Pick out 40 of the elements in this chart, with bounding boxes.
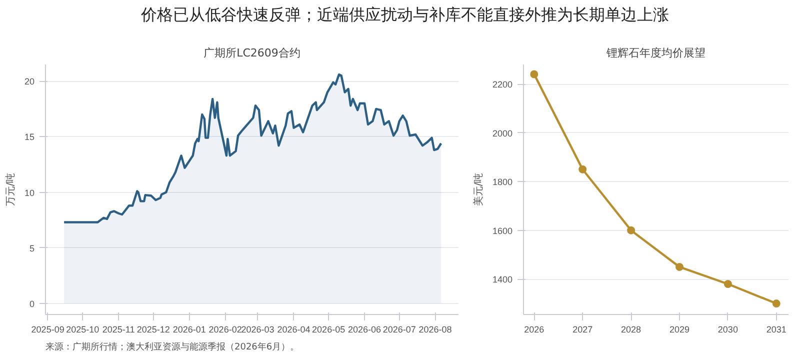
x-tick-label: 2026-03 xyxy=(241,324,274,334)
y-tick-label: 10 xyxy=(24,188,35,198)
source-note: 来源：广期所行情；澳大利亚资源与能源季报（2026年6月）。 xyxy=(46,342,300,352)
y-axis-title: 万元/吨 xyxy=(4,172,16,206)
x-tick-label: 2025-12 xyxy=(136,324,170,334)
chart-subtitle: 锂辉石年度均价展望 xyxy=(606,46,706,60)
y-tick-label: 1400 xyxy=(492,274,513,285)
x-tick-label: 2026-02 xyxy=(208,324,242,334)
point xyxy=(724,280,732,288)
y-tick-label: 2000 xyxy=(492,128,513,138)
x-tick-label: 2025-09 xyxy=(31,324,64,334)
y-axis-title: 美元/吨 xyxy=(472,172,484,206)
y-tick-label: 1800 xyxy=(492,177,513,188)
x-tick-label: 2027 xyxy=(572,324,593,334)
x-tick-label: 2030 xyxy=(718,324,738,334)
y-tick-label: 15 xyxy=(24,132,35,142)
point xyxy=(675,262,684,271)
x-tick-label: 2026 xyxy=(524,324,544,334)
chart-title: 价格已从低谷快速反弹；近端供应扰动与补库不能直接外推为长期单边上涨 xyxy=(141,4,669,26)
x-tick-label: 2026-08 xyxy=(418,324,452,334)
chart-subtitle: 广期所LC2609合约 xyxy=(204,46,300,60)
x-tick-label: 2029 xyxy=(669,324,690,334)
y-tick-label: 5 xyxy=(29,243,35,254)
x-tick-label: 2025-10 xyxy=(66,324,100,334)
x-tick-label: 2026-01 xyxy=(172,324,206,334)
y-tick-label: 0 xyxy=(29,298,35,309)
x-tick-label: 2025-11 xyxy=(102,324,135,334)
point xyxy=(772,300,780,308)
x-tick-label: 2028 xyxy=(621,324,642,334)
y-tick-label: 2200 xyxy=(492,80,513,90)
y-tick-label: 1600 xyxy=(492,226,513,236)
x-tick-label: 2026-05 xyxy=(312,324,346,334)
point xyxy=(627,226,636,234)
x-tick-label: 2026-07 xyxy=(382,324,416,334)
point xyxy=(530,70,538,78)
x-tick-label: 2026-04 xyxy=(277,324,310,334)
x-tick-label: 2031 xyxy=(766,324,786,334)
x-tick-label: 2026-06 xyxy=(348,324,382,334)
y-tick-label: 20 xyxy=(24,76,35,87)
point xyxy=(578,165,587,174)
